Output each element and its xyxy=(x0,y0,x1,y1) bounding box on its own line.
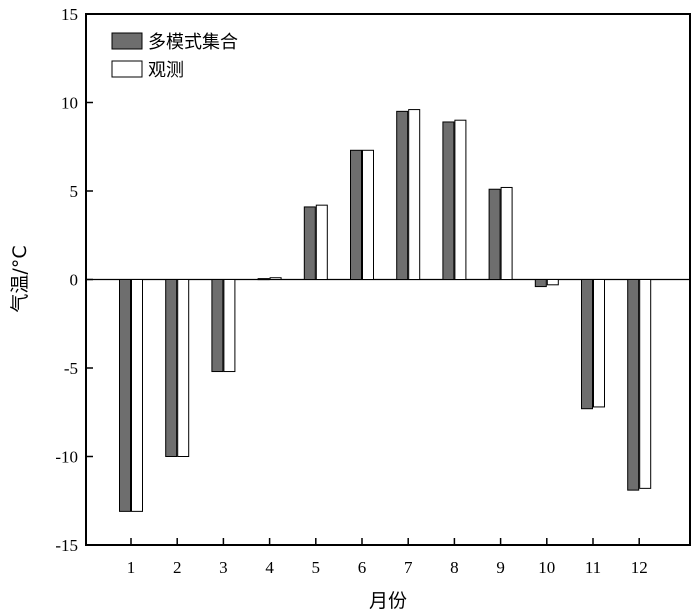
bar-observed-3 xyxy=(223,279,236,373)
bar-ensemble-6 xyxy=(350,149,362,280)
x-tick-label: 6 xyxy=(358,558,367,577)
y-tick-label: 15 xyxy=(61,5,78,24)
bar-observed-6 xyxy=(362,149,374,280)
bar-observed-5 xyxy=(315,204,328,280)
bar-ensemble-7 xyxy=(396,110,409,280)
x-tick-label: 4 xyxy=(265,558,274,577)
bar-ensemble-12 xyxy=(627,279,640,491)
x-tick-label: 11 xyxy=(585,558,601,577)
bar-observed-2 xyxy=(177,279,190,457)
bar-observed-8 xyxy=(454,119,467,280)
x-tick-label: 2 xyxy=(173,558,182,577)
bar-observed-4 xyxy=(269,277,282,281)
bar-ensemble-11 xyxy=(581,279,593,410)
x-tick-label: 9 xyxy=(496,558,505,577)
bar-observed-1 xyxy=(131,279,143,512)
x-tick-label: 7 xyxy=(404,558,413,577)
bar-ensemble-5 xyxy=(303,206,316,280)
bar-ensemble-3 xyxy=(211,279,224,373)
x-tick-label: 3 xyxy=(219,558,228,577)
bar-observed-7 xyxy=(408,109,421,280)
bar-observed-10 xyxy=(546,279,559,286)
y-tick-label: 10 xyxy=(61,94,78,113)
y-axis-title: 气温/°C xyxy=(9,245,31,312)
bars xyxy=(119,109,652,512)
legend-label-ensemble: 多模式集合 xyxy=(148,32,238,53)
x-tick-label: 12 xyxy=(631,558,648,577)
bar-ensemble-1 xyxy=(119,279,131,512)
y-tick-label: 5 xyxy=(70,182,79,201)
bar-observed-9 xyxy=(500,186,513,281)
x-tick-label: 8 xyxy=(450,558,459,577)
legend-label-observed: 观测 xyxy=(148,60,184,81)
y-tick-label: -15 xyxy=(55,536,78,555)
x-axis-title: 月份 xyxy=(369,590,407,612)
y-tick-label: 0 xyxy=(70,271,79,290)
bar-ensemble-9 xyxy=(488,188,501,280)
y-tick-label: -10 xyxy=(55,448,78,467)
bar-ensemble-8 xyxy=(442,121,455,280)
x-tick-label: 1 xyxy=(127,558,136,577)
bar-ensemble-2 xyxy=(165,279,178,457)
bar-ensemble-10 xyxy=(534,279,547,288)
x-tick-label: 5 xyxy=(312,558,321,577)
x-tick-label: 10 xyxy=(538,558,555,577)
x-axis: 1 2 3 4 5 6 7 8 9 10 11 12 xyxy=(127,538,648,577)
bar-ensemble-4 xyxy=(257,278,270,281)
legend-swatch-observed xyxy=(111,60,143,78)
y-axis: 15 10 5 0 -5 -10 -15 xyxy=(55,5,93,555)
bar-observed-11 xyxy=(593,279,605,408)
legend-swatch-ensemble xyxy=(111,32,143,50)
bar-observed-12 xyxy=(639,279,652,489)
legend: 多模式集合 观测 xyxy=(111,32,238,81)
y-tick-label: -5 xyxy=(64,359,78,378)
